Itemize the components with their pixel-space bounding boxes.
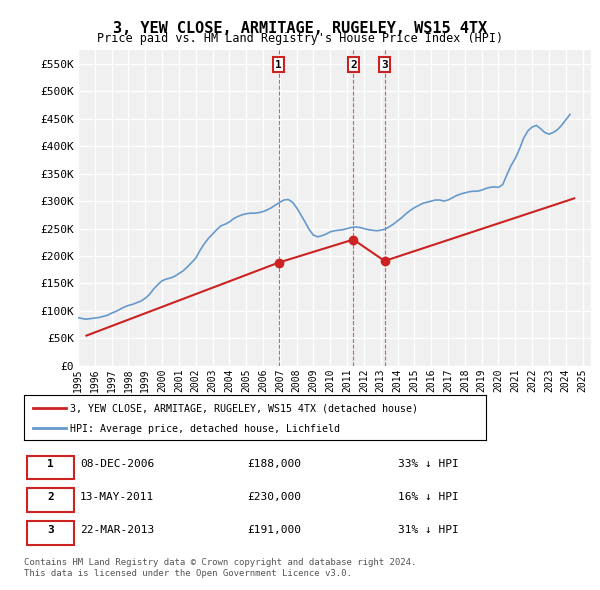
Text: 3: 3 xyxy=(47,525,54,535)
Text: This data is licensed under the Open Government Licence v3.0.: This data is licensed under the Open Gov… xyxy=(24,569,352,578)
Text: 08-DEC-2006: 08-DEC-2006 xyxy=(80,460,154,470)
FancyBboxPatch shape xyxy=(27,521,74,545)
Text: HPI: Average price, detached house, Lichfield: HPI: Average price, detached house, Lich… xyxy=(70,424,340,434)
Text: 13-MAY-2011: 13-MAY-2011 xyxy=(80,492,154,502)
Text: Price paid vs. HM Land Registry's House Price Index (HPI): Price paid vs. HM Land Registry's House … xyxy=(97,32,503,45)
Text: £230,000: £230,000 xyxy=(247,492,301,502)
Text: 3, YEW CLOSE, ARMITAGE, RUGELEY, WS15 4TX (detached house): 3, YEW CLOSE, ARMITAGE, RUGELEY, WS15 4T… xyxy=(70,404,418,414)
Text: 2: 2 xyxy=(47,492,54,502)
Text: 31% ↓ HPI: 31% ↓ HPI xyxy=(398,525,458,535)
FancyBboxPatch shape xyxy=(27,489,74,512)
Text: 33% ↓ HPI: 33% ↓ HPI xyxy=(398,460,458,470)
Text: 2: 2 xyxy=(350,60,357,70)
Text: 3: 3 xyxy=(381,60,388,70)
Text: £191,000: £191,000 xyxy=(247,525,301,535)
Text: 22-MAR-2013: 22-MAR-2013 xyxy=(80,525,154,535)
Text: Contains HM Land Registry data © Crown copyright and database right 2024.: Contains HM Land Registry data © Crown c… xyxy=(24,558,416,566)
Text: 3, YEW CLOSE, ARMITAGE, RUGELEY, WS15 4TX: 3, YEW CLOSE, ARMITAGE, RUGELEY, WS15 4T… xyxy=(113,21,487,35)
Text: 16% ↓ HPI: 16% ↓ HPI xyxy=(398,492,458,502)
Text: £188,000: £188,000 xyxy=(247,460,301,470)
Text: 1: 1 xyxy=(47,460,54,470)
FancyBboxPatch shape xyxy=(27,455,74,479)
Text: 1: 1 xyxy=(275,60,282,70)
